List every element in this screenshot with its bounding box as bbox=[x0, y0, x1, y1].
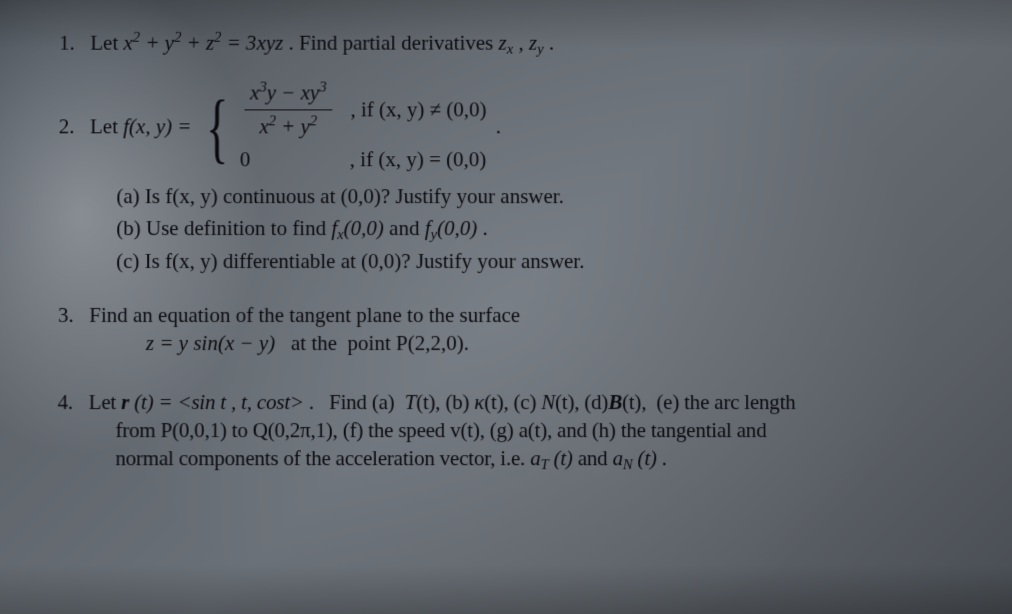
problem-number: 4. bbox=[58, 388, 84, 416]
part-b: (b) Use definition to find fx(0,0) and f… bbox=[58, 214, 969, 242]
text: . bbox=[662, 447, 667, 471]
text: (b) Use definition to find bbox=[116, 216, 331, 240]
document-page: 1. Let x2 + y2 + z2 = 3xyz . Find partia… bbox=[0, 1, 1012, 614]
text: Let bbox=[89, 390, 122, 414]
fy: fy(0,0) bbox=[425, 216, 478, 240]
fraction: x3y − xy3 x2 + y2 bbox=[244, 79, 333, 140]
text: (a) Is f(x, y) continuous at (0,0)? Just… bbox=[116, 184, 563, 208]
text: and bbox=[578, 447, 613, 471]
r-def: r (t) = <sin t , t, cost> bbox=[121, 390, 304, 414]
line-2: from P(0,0,1) to Q(0,2π,1), (f) the spee… bbox=[57, 416, 970, 444]
aN: aN (t) bbox=[613, 447, 657, 471]
condition: , if (x, y) = (0,0) bbox=[350, 145, 486, 173]
derivatives: zx , zy bbox=[499, 31, 549, 55]
brace-icon: { bbox=[206, 97, 229, 159]
text: and bbox=[389, 216, 425, 240]
fx: fx(0,0) bbox=[331, 216, 384, 240]
problem-1: 1. Let x2 + y2 + z2 = 3xyz . Find partia… bbox=[59, 29, 969, 57]
equation: x2 + y2 + z2 = 3xyz bbox=[123, 31, 288, 55]
case-1: x3y − xy3 x2 + y2 , if (x, y) ≠ (0,0) bbox=[240, 79, 487, 140]
part-a: (a) Is f(x, y) continuous at (0,0)? Just… bbox=[58, 182, 969, 210]
text: . bbox=[496, 114, 501, 138]
text: Find an equation of the tangent plane to… bbox=[89, 303, 520, 327]
part-c: (c) Is f(x, y) differentiable at (0,0)? … bbox=[58, 247, 970, 275]
text: Let bbox=[90, 114, 123, 138]
text: (c) Is f(x, y) differentiable at (0,0)? … bbox=[116, 249, 584, 273]
line-3: normal components of the acceleration ve… bbox=[57, 445, 970, 473]
function-def: f(x, y) = bbox=[123, 114, 197, 138]
case-2: 0 , if (x, y) = (0,0) bbox=[240, 140, 487, 178]
text: from P(0,0,1) to Q(0,2π,1), (f) the spee… bbox=[115, 418, 766, 442]
text: . bbox=[483, 216, 488, 240]
problem-number: 2. bbox=[59, 112, 85, 140]
problem-number: 3. bbox=[58, 301, 84, 329]
problem-3: 3. Find an equation of the tangent plane… bbox=[58, 301, 970, 358]
text: . Find partial derivatives bbox=[288, 31, 498, 55]
equation-line: z = y sin(x − y) at the point P(2,2,0). bbox=[58, 329, 970, 357]
condition: , if (x, y) ≠ (0,0) bbox=[351, 95, 487, 123]
problem-2: 2. Let f(x, y) = { x3y − xy3 x2 + y2 , i… bbox=[58, 79, 970, 275]
problem-number: 1. bbox=[59, 29, 85, 57]
aT: aT (t) bbox=[530, 447, 573, 471]
text: . Find (a) T(t), (b) κ(t), (c) N(t), (d)… bbox=[309, 390, 796, 414]
piecewise: { x3y − xy3 x2 + y2 , if (x, y) ≠ (0,0) … bbox=[199, 79, 487, 178]
zero: 0 bbox=[240, 145, 336, 173]
text: Let bbox=[90, 31, 123, 55]
text: normal components of the acceleration ve… bbox=[115, 447, 530, 471]
text: . bbox=[549, 31, 554, 55]
problem-4: 4. Let r (t) = <sin t , t, cost> . Find … bbox=[57, 388, 970, 473]
